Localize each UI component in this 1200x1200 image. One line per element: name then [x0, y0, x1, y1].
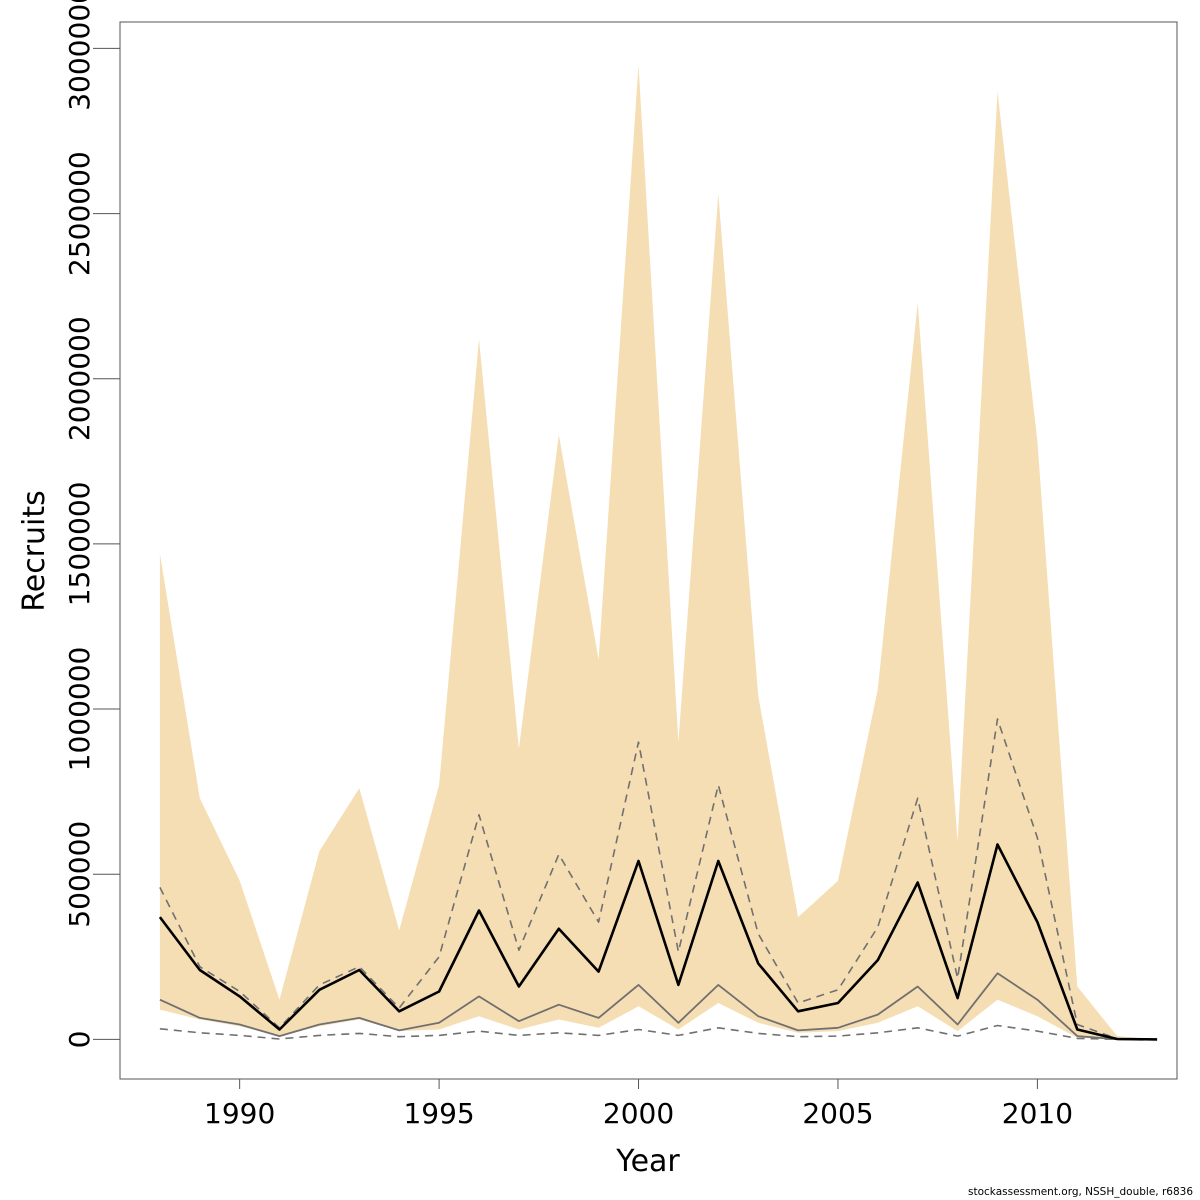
y-tick-label: 500000	[63, 821, 96, 928]
median-line	[158, 843, 1158, 1041]
y-tick-label: 0	[63, 1030, 96, 1048]
plot-area	[158, 64, 1158, 1041]
x-tick-label: 2005	[802, 1097, 873, 1130]
y-tick-label: 3000000	[63, 0, 96, 111]
x-tick-label: 2010	[1002, 1097, 1073, 1130]
y-tick-label: 1500000	[63, 482, 96, 607]
credit-text: stockassessment.org, NSSH_double, r6836	[968, 1186, 1193, 1198]
y-tick-label: 2000000	[63, 316, 96, 441]
y-tick-label: 1000000	[63, 647, 96, 772]
y-tick-label: 2500000	[63, 151, 96, 276]
y-axis: 0 500000 1000000 1500000 2000000 2500000 30000…	[63, 0, 120, 1048]
plot-frame	[119, 21, 1178, 1080]
x-tick-label: 2000	[603, 1097, 674, 1130]
x-axis-title: Year	[615, 1144, 680, 1179]
x-tick-label: 1995	[403, 1097, 474, 1130]
upper-dashed-line	[159, 718, 1158, 1041]
x-tick-label: 1990	[204, 1097, 275, 1130]
confidence-band	[159, 64, 1158, 1040]
x-axis: 1990 1995 2000 2005 2010	[204, 1079, 1073, 1130]
lower-solid-line	[159, 972, 1158, 1041]
y-axis-title: Recruits	[17, 490, 52, 612]
